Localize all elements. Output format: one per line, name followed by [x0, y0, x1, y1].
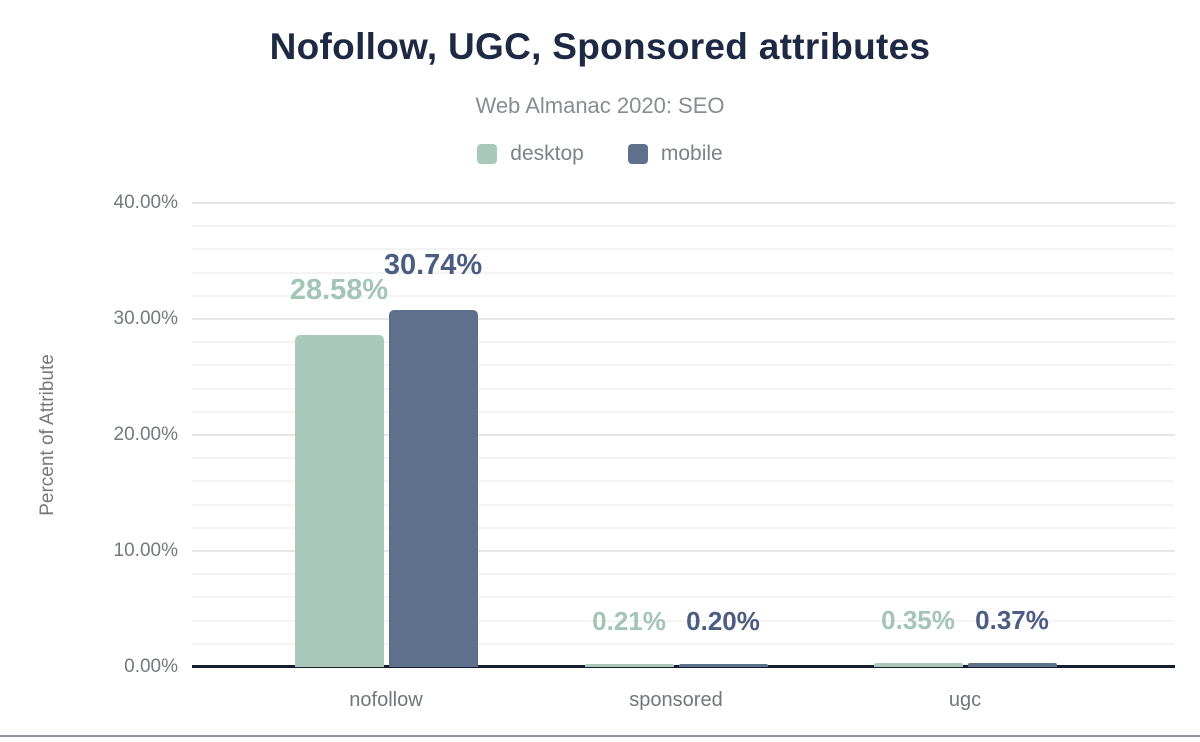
- gridline-12: [192, 526, 1175, 529]
- value-label-mobile-sponsored: 0.20%: [686, 606, 760, 636]
- bar-mobile-nofollow: [388, 310, 478, 667]
- x-axis-label-ugc: ugc: [948, 689, 982, 711]
- gridline-16: [192, 480, 1175, 483]
- gridline-36: [192, 248, 1175, 251]
- plot-area: 28.58% 30.74% nofollow 0.21% 0.20% sponsored 0…: [192, 202, 1175, 711]
- gridline-18: [192, 457, 1175, 460]
- gridline-38: [192, 225, 1175, 228]
- gridline-34: [192, 271, 1175, 274]
- bar-mobile-sponsored: [678, 664, 768, 667]
- legend-swatch-desktop: [477, 144, 498, 164]
- legend-swatch-mobile: [627, 144, 648, 164]
- y-tick-0: 0.00%: [124, 656, 178, 677]
- gridline-32: [192, 294, 1175, 297]
- chart-title: Nofollow, UGC, Sponsored attributes: [269, 26, 931, 67]
- legend-item-mobile: mobile: [627, 142, 723, 166]
- value-label-desktop-ugc: 0.35%: [881, 604, 955, 635]
- gridline-26: [192, 364, 1175, 367]
- y-tick-10: 10.00%: [113, 540, 178, 561]
- gridline-22: [192, 410, 1175, 413]
- bar-desktop-sponsored: [584, 664, 674, 667]
- legend-label-desktop: desktop: [510, 142, 584, 165]
- gridline-14: [192, 503, 1175, 506]
- y-tick-20: 20.00%: [113, 424, 178, 445]
- gridline-10: [192, 550, 1175, 552]
- y-tick-40: 40.00%: [113, 192, 178, 213]
- legend-item-desktop: desktop: [477, 142, 584, 166]
- value-label-mobile-nofollow: 30.74%: [383, 249, 483, 282]
- gridline-2: [192, 642, 1175, 645]
- gridline-6: [192, 596, 1175, 599]
- legend-label-mobile: mobile: [660, 142, 723, 165]
- gridline-40: [192, 202, 1175, 204]
- value-label-desktop-nofollow: 28.58%: [289, 274, 389, 307]
- gridline-8: [192, 573, 1175, 576]
- x-axis-label-nofollow: nofollow: [349, 689, 423, 711]
- gridline-30: [192, 318, 1175, 320]
- y-axis-ticks: 40.00% 30.00% 20.00% 10.00% 0.00%: [0, 192, 178, 677]
- bar-desktop-nofollow: [294, 335, 384, 667]
- page-bottom-divider: [0, 735, 1200, 737]
- chart-subtitle: Web Almanac 2020: SEO: [475, 93, 725, 118]
- value-label-mobile-ugc: 0.37%: [975, 604, 1049, 635]
- legend: desktop mobile: [0, 142, 1200, 166]
- gridline-4: [192, 619, 1175, 622]
- gridline-28: [192, 341, 1175, 344]
- bar-mobile-ugc: [967, 662, 1057, 667]
- y-tick-30: 30.00%: [113, 308, 178, 329]
- x-axis-label-sponsored: sponsored: [629, 689, 723, 711]
- gridline-20: [192, 434, 1175, 436]
- gridline-24: [192, 387, 1175, 390]
- bar-desktop-ugc: [873, 662, 963, 667]
- value-label-desktop-sponsored: 0.21%: [592, 606, 666, 636]
